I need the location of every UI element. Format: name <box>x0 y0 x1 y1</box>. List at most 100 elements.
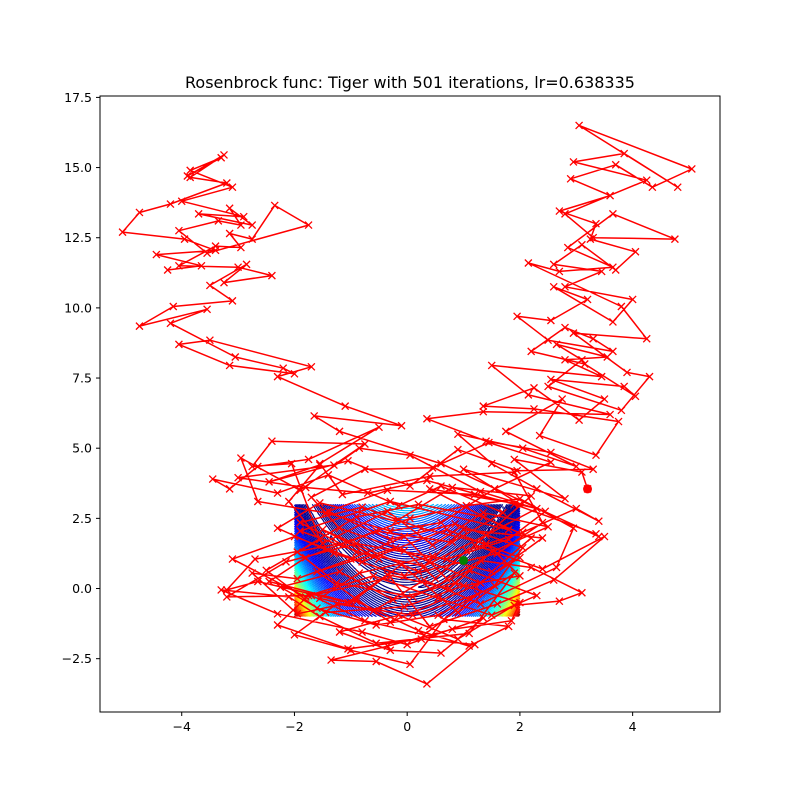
x-tick-label: −2 <box>285 719 303 734</box>
path-point-marker <box>344 598 352 607</box>
path-point-marker <box>645 372 654 381</box>
path-point-marker <box>273 609 282 618</box>
path-point-marker <box>180 235 189 244</box>
path-point-marker <box>318 525 327 534</box>
path-point-marker <box>228 555 237 564</box>
path-point-marker <box>265 477 274 486</box>
path-point-marker <box>220 278 228 287</box>
path-point-marker <box>174 261 183 270</box>
path-point-marker <box>617 302 626 311</box>
path-point-marker <box>372 639 381 648</box>
path-point-marker <box>493 549 502 558</box>
path-point-marker <box>465 566 474 575</box>
path-point-marker <box>279 364 288 373</box>
path-point-marker <box>583 295 592 304</box>
x-tick-label: 0 <box>403 719 411 734</box>
path-point-marker <box>329 461 338 469</box>
path-point-marker <box>355 569 364 578</box>
path-point-marker <box>222 585 231 594</box>
path-point-marker <box>535 431 544 440</box>
path-point-marker <box>501 427 510 436</box>
path-point-marker <box>546 316 555 325</box>
path-point-marker <box>670 235 679 244</box>
path-point-marker <box>546 448 555 457</box>
path-point-marker <box>406 451 414 460</box>
path-point-marker <box>569 329 578 338</box>
path-point-marker <box>386 646 395 655</box>
path-point-marker <box>234 263 243 272</box>
path-point-marker <box>360 440 369 448</box>
path-point-marker <box>600 395 609 404</box>
path-point-marker <box>386 535 395 544</box>
path-point-marker <box>465 642 474 651</box>
path-point-marker <box>487 567 496 576</box>
x-tick-label: 4 <box>629 719 637 734</box>
path-point-marker <box>400 546 409 555</box>
path-point-marker <box>248 221 257 230</box>
path-point-marker <box>417 635 426 643</box>
path-point-marker <box>315 612 324 621</box>
path-point-marker <box>248 569 257 578</box>
path-point-marker <box>287 459 296 468</box>
path-point-marker <box>606 191 615 200</box>
path-point-marker <box>442 574 451 583</box>
path-point-marker <box>538 564 547 573</box>
path-point-marker <box>346 598 355 607</box>
path-point-marker <box>397 421 406 430</box>
path-point-marker <box>569 524 578 533</box>
path-point-marker <box>589 465 598 474</box>
path-point-marker <box>561 494 569 503</box>
path-point-marker <box>208 475 217 484</box>
path-point-marker <box>242 260 251 269</box>
path-point-marker <box>575 121 584 130</box>
y-tick-label: −2.5 <box>62 651 92 666</box>
path-point-marker <box>490 484 499 493</box>
path-point-marker <box>372 657 381 666</box>
path-point-marker <box>352 597 361 606</box>
path-point-marker <box>566 174 575 183</box>
path-point-marker <box>470 581 479 590</box>
path-point-marker <box>262 566 271 575</box>
path-point-marker <box>360 616 369 625</box>
path-point-marker <box>451 520 460 528</box>
path-point-marker <box>527 534 536 542</box>
path-point-marker <box>589 334 598 343</box>
path-point-marker <box>479 512 488 521</box>
path-point-marker <box>561 209 569 218</box>
path-point-marker <box>335 524 344 533</box>
path-point-marker <box>597 372 606 381</box>
path-point-marker <box>293 548 302 556</box>
path-point-marker <box>592 219 600 228</box>
path-point-marker <box>572 504 581 513</box>
path-point-marker <box>186 166 195 175</box>
path-point-marker <box>335 628 344 636</box>
path-point-marker <box>267 437 276 446</box>
path-point-marker <box>293 574 302 583</box>
path-point-marker <box>504 622 513 631</box>
path-point-marker <box>425 622 434 631</box>
plot-area-frame <box>99 95 721 713</box>
path-point-marker <box>352 512 361 521</box>
path-point-marker <box>592 451 600 460</box>
path-point-marker <box>479 402 488 411</box>
path-point-marker <box>628 295 637 304</box>
path-point-marker <box>284 497 293 506</box>
path-point-marker <box>315 535 324 544</box>
path-point-marker <box>544 382 553 391</box>
path-point-marker <box>174 340 183 349</box>
path-point-marker <box>307 493 316 502</box>
path-point-marker <box>332 578 341 587</box>
path-point-marker <box>437 649 445 658</box>
path-point-marker <box>211 246 220 255</box>
path-point-marker <box>205 281 214 290</box>
path-point-marker <box>135 208 144 217</box>
path-point-marker <box>265 577 274 586</box>
path-point-marker <box>324 470 333 479</box>
path-point-marker <box>546 375 555 384</box>
path-point-marker <box>614 417 623 426</box>
path-point-marker <box>479 614 488 622</box>
path-point-marker <box>225 229 234 238</box>
path-point-marker <box>561 282 569 291</box>
path-point-marker <box>375 555 383 564</box>
